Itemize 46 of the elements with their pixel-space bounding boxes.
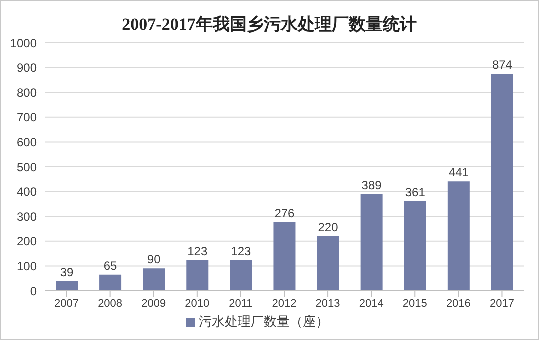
x-tick-label: 2013 bbox=[316, 298, 340, 310]
data-label: 123 bbox=[188, 244, 208, 258]
data-label: 874 bbox=[492, 58, 513, 72]
y-tick-label: 300 bbox=[16, 210, 38, 224]
bar bbox=[317, 236, 340, 291]
bar bbox=[360, 194, 383, 291]
y-tick-label: 100 bbox=[16, 259, 38, 274]
bar bbox=[230, 260, 252, 291]
legend-label: 污水处理厂数量（座） bbox=[199, 314, 329, 329]
y-tick-label: 200 bbox=[16, 234, 38, 249]
bar bbox=[404, 201, 426, 291]
y-tick-label: 400 bbox=[16, 185, 38, 200]
y-tick-label: 800 bbox=[16, 86, 38, 100]
y-tick-label: 500 bbox=[16, 160, 38, 174]
x-tick-label: 2015 bbox=[402, 298, 428, 310]
x-tick-label: 2012 bbox=[272, 298, 297, 310]
x-tick-label: 2010 bbox=[185, 298, 210, 310]
bar bbox=[274, 222, 296, 291]
bar bbox=[186, 260, 209, 291]
bar bbox=[100, 274, 122, 291]
x-tick-label: 2017 bbox=[490, 298, 514, 310]
y-tick-label: 600 bbox=[16, 135, 38, 150]
x-tick-label: 2016 bbox=[446, 298, 471, 310]
chart-title: 2007-2017年我国乡污水处理厂数量统计 bbox=[121, 14, 418, 36]
data-label: 90 bbox=[147, 252, 162, 267]
x-tick-label: 2014 bbox=[359, 298, 384, 310]
bar bbox=[143, 268, 166, 291]
bar bbox=[56, 281, 78, 291]
data-label: 276 bbox=[274, 206, 296, 221]
x-tick-label: 2011 bbox=[229, 298, 253, 310]
data-label: 220 bbox=[318, 220, 339, 234]
data-label: 65 bbox=[104, 258, 118, 273]
data-label: 361 bbox=[405, 185, 426, 200]
x-tick-label: 2008 bbox=[98, 298, 123, 310]
y-tick-label: 1000 bbox=[10, 36, 38, 50]
y-tick-label: 0 bbox=[30, 284, 38, 298]
y-tick-label: 700 bbox=[16, 110, 38, 125]
data-label: 441 bbox=[448, 166, 470, 180]
bar bbox=[491, 74, 514, 291]
data-label: 389 bbox=[362, 178, 382, 193]
bar bbox=[448, 182, 470, 291]
x-tick-label: 2009 bbox=[142, 298, 166, 310]
x-tick-label: 2007 bbox=[54, 298, 80, 310]
data-label: 123 bbox=[231, 244, 252, 258]
data-label: 39 bbox=[60, 265, 74, 280]
y-tick-label: 900 bbox=[16, 61, 38, 76]
